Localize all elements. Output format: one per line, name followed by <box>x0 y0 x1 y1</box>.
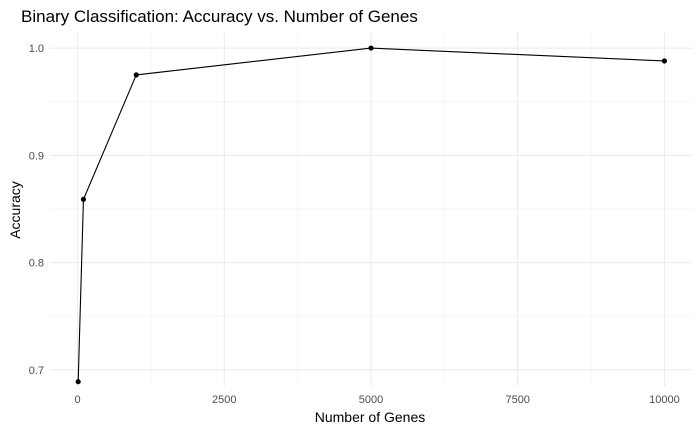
data-points <box>75 45 668 385</box>
y-tick-label: 0.7 <box>29 365 44 377</box>
x-tick-label: 10000 <box>649 394 680 406</box>
data-point <box>80 196 87 202</box>
data-point <box>661 58 668 64</box>
x-axis-ticks: 0 2500 5000 7500 10000 <box>75 394 680 406</box>
chart-title: Binary Classification: Accuracy vs. Numb… <box>21 7 418 26</box>
y-axis-label: Accuracy <box>7 181 23 239</box>
y-tick-label: 0.8 <box>29 258 44 270</box>
x-tick-label: 7500 <box>505 394 529 406</box>
x-axis-label: Number of Genes <box>315 409 426 425</box>
plot-panel: 0.7 0.8 0.9 1.0 0 2500 5000 7500 10000 <box>29 32 692 406</box>
x-tick-label: 5000 <box>359 394 383 406</box>
y-axis-ticks: 0.7 0.8 0.9 1.0 <box>29 43 44 377</box>
data-point <box>133 72 139 78</box>
y-tick-label: 1.0 <box>29 43 44 55</box>
data-point <box>368 45 374 51</box>
y-tick-label: 0.9 <box>29 150 44 162</box>
x-tick-label: 2500 <box>212 394 236 406</box>
x-tick-label: 0 <box>75 394 81 406</box>
grid <box>50 32 692 386</box>
data-point <box>75 379 81 385</box>
